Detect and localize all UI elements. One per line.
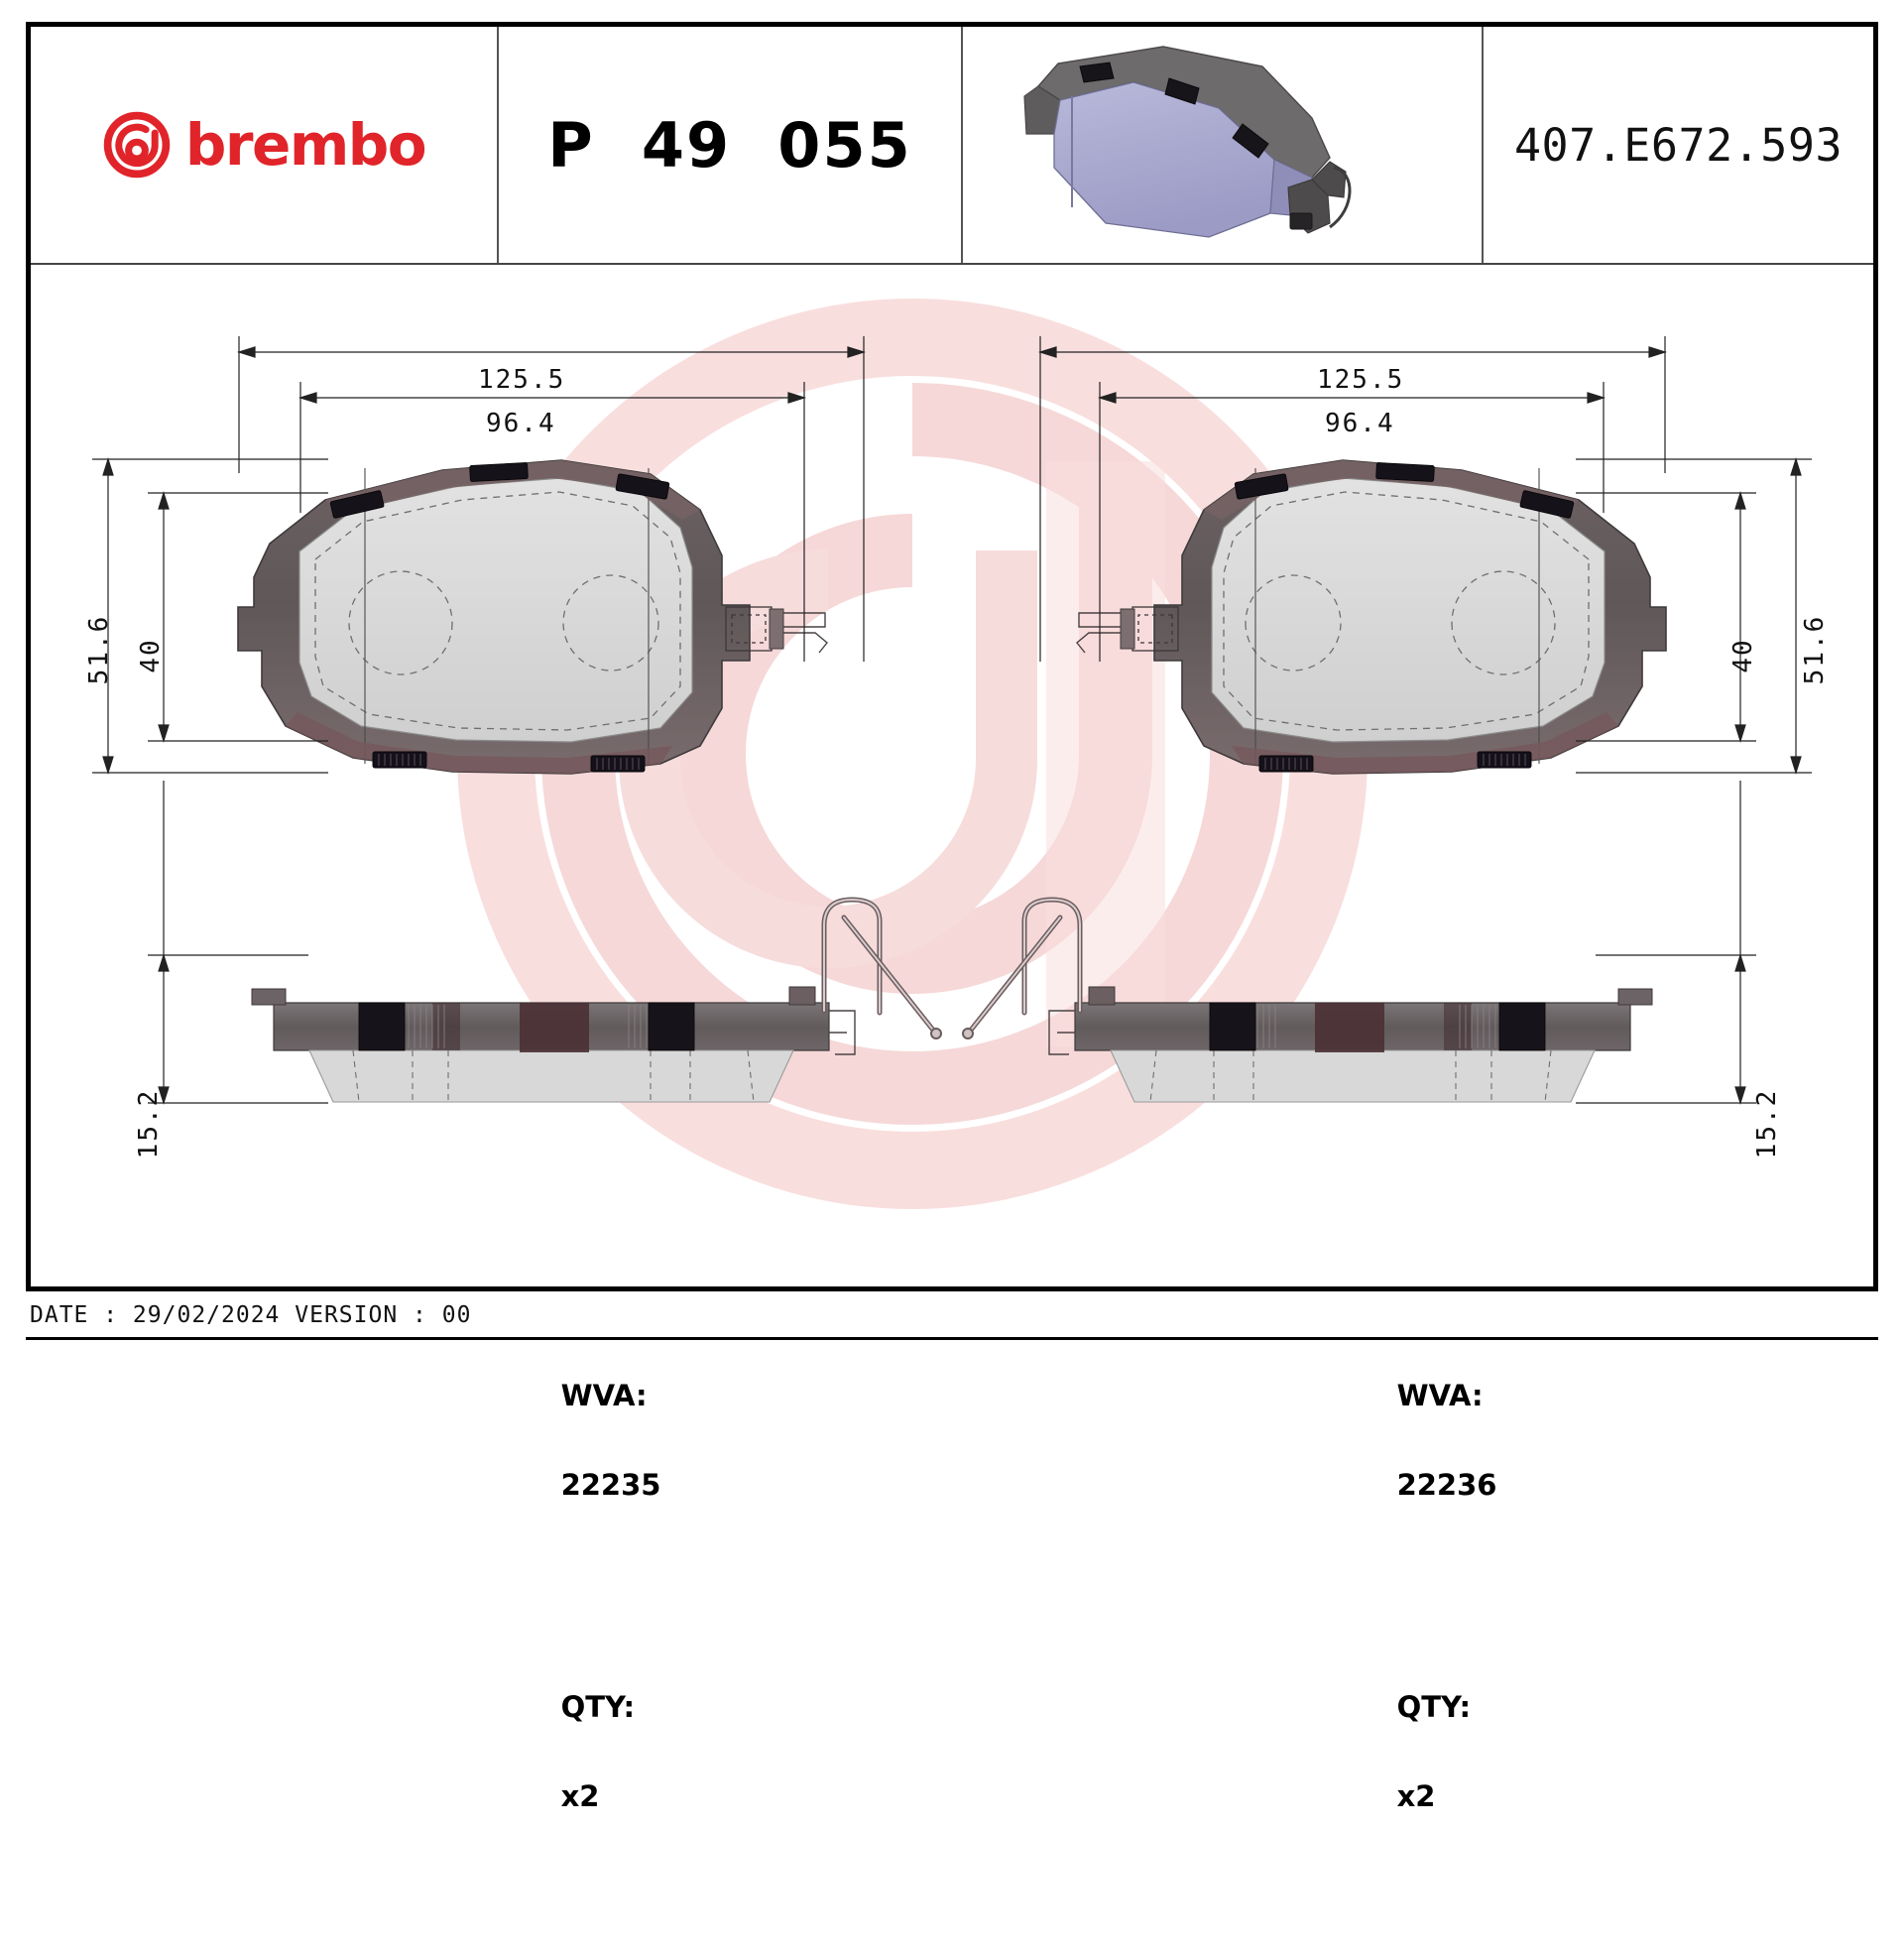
right-wva-label: WVA:: [1396, 1378, 1484, 1412]
brand-wordmark: brembo: [184, 111, 427, 179]
product-code: P 49 055: [547, 108, 912, 182]
right-dim-thickness: 15.2: [1752, 1088, 1782, 1160]
product-code-cell: P 49 055: [497, 27, 961, 263]
left-dim-overall-length: 125.5: [478, 365, 566, 395]
right-qty-label: QTY:: [1396, 1690, 1472, 1725]
left-wva-label: WVA:: [560, 1378, 648, 1412]
right-pad-side-view: [1048, 986, 1653, 1103]
right-wva-value: 22236: [1396, 1467, 1497, 1502]
brake-pad-3d-icon: [1014, 39, 1431, 252]
brand-cell: brembo: [31, 27, 497, 263]
technical-drawing-sheet: brembo P 49 055: [26, 22, 1878, 1814]
reference-code-cell: 407.E672.593: [1482, 27, 1873, 263]
right-dim-overall-height: 51.6: [1800, 614, 1830, 685]
footer-rule: [26, 1337, 1878, 1340]
left-dim-thickness: 15.2: [134, 1088, 164, 1160]
left-qty-label: QTY:: [560, 1690, 636, 1725]
side-dimension-right: [1576, 781, 1756, 1106]
dimension-lines-vertical-left: [92, 456, 328, 776]
right-qty-row: QTY: x2: [1337, 1641, 1496, 1864]
left-dim-friction-height: 40: [136, 638, 166, 673]
right-dim-friction-height: 40: [1728, 638, 1758, 673]
left-wva-value: 22235: [560, 1467, 661, 1502]
dimension-lines-vertical-right: [1576, 456, 1812, 776]
right-pad-front-view: [1076, 459, 1667, 775]
footer-date-version: DATE : 29/02/2024 VERSION : 00: [30, 1302, 472, 1328]
right-wva-row: WVA: 22236: [1337, 1329, 1497, 1552]
left-qty-value: x2: [560, 1779, 600, 1814]
left-wear-sensor-wire: [824, 900, 941, 1038]
right-dim-overall-length: 125.5: [1317, 365, 1405, 395]
right-dim-friction-length: 96.4: [1325, 409, 1395, 438]
drawing-frame: [26, 22, 1878, 1291]
left-qty-row: QTY: x2: [501, 1641, 660, 1864]
title-block: brembo P 49 055: [31, 27, 1873, 265]
pad-3d-image-cell: [961, 27, 1482, 263]
reference-code: 407.E672.593: [1513, 118, 1844, 172]
right-qty-value: x2: [1396, 1779, 1436, 1814]
left-pad-front-view: [237, 459, 828, 775]
brembo-logo-icon: [102, 110, 172, 180]
left-dim-overall-height: 51.6: [84, 614, 114, 685]
left-pad-side-view: [251, 986, 856, 1103]
left-wva-row: WVA: 22235: [501, 1329, 661, 1552]
drawing-canvas: [31, 265, 1873, 1291]
left-dim-friction-length: 96.4: [486, 409, 556, 438]
right-wear-sensor-wire: [963, 900, 1080, 1038]
side-dimension-left: [148, 781, 328, 1106]
